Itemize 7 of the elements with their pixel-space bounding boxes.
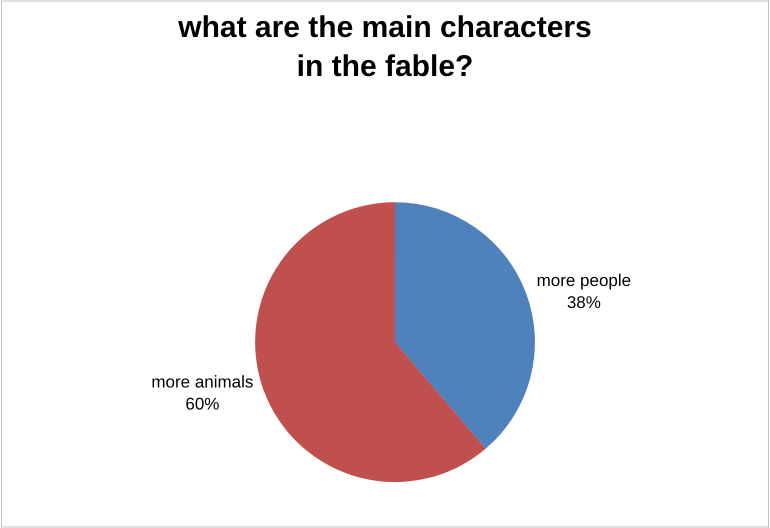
chart-title: what are the main characters in the fable?: [177, 10, 592, 83]
slice-label: more people: [536, 270, 632, 290]
pie-slice: [395, 202, 535, 449]
data-label: 38%: [566, 292, 601, 312]
slice-label: more animals: [151, 372, 254, 392]
data-label: 60%: [185, 394, 220, 414]
pie-slice: [255, 202, 486, 482]
